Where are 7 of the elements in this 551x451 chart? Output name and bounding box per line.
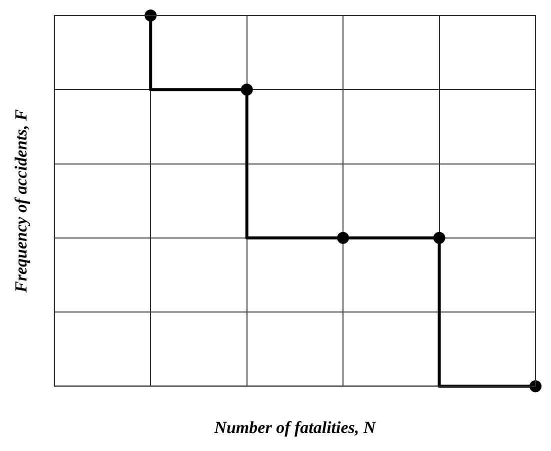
point — [144, 10, 157, 22]
point — [240, 84, 253, 96]
y-axis-title: Frequency of accidents, F — [12, 108, 31, 294]
x-axis-title: Number of fatalities, N — [213, 418, 376, 438]
point — [433, 232, 446, 244]
point — [530, 380, 542, 392]
point — [337, 232, 350, 244]
